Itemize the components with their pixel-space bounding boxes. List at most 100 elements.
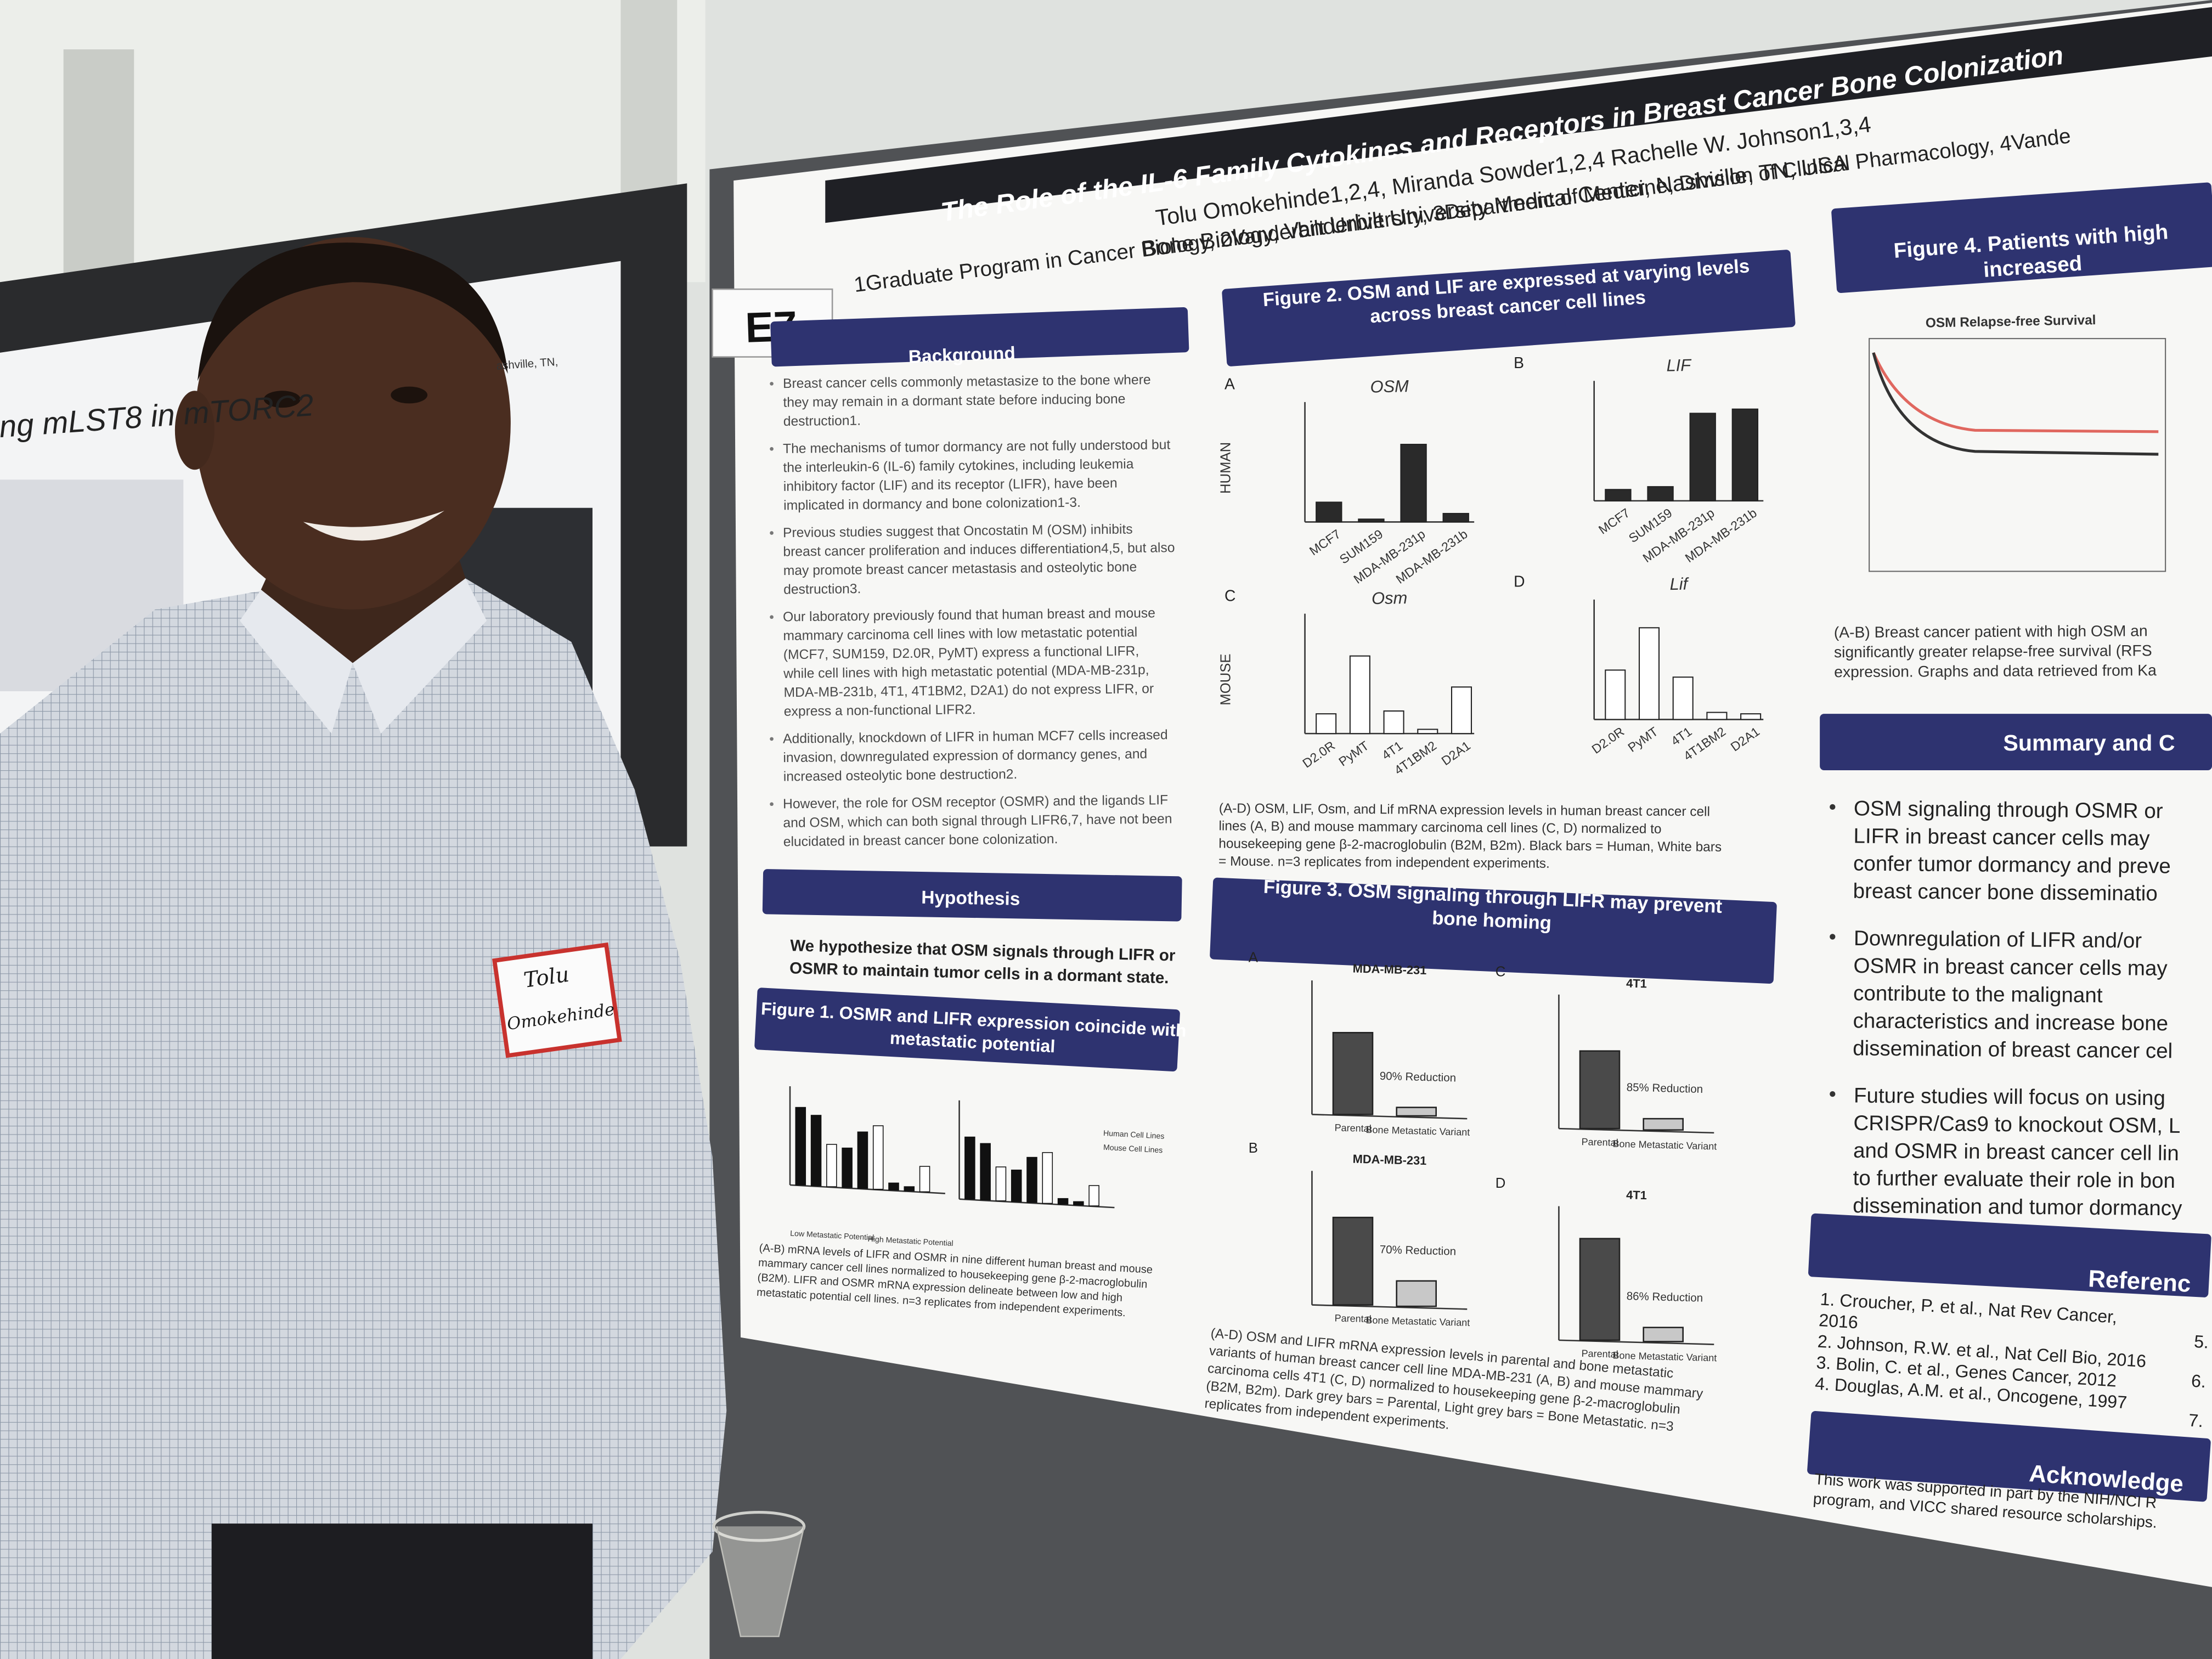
trousers <box>211 1523 592 1659</box>
text: OSMR in breast cancer cells may <box>1853 954 2168 980</box>
text: 6. <box>2191 1371 2207 1392</box>
pillar <box>620 0 678 198</box>
text: Parental <box>1581 1136 1618 1148</box>
bar-picture <box>1349 655 1370 735</box>
text: characteristics and increase bone <box>1853 1009 2168 1035</box>
bar-picture <box>795 1107 806 1186</box>
poster-header-band <box>825 7 2212 223</box>
bar-picture <box>1358 518 1385 523</box>
bar-picture <box>1451 686 1472 735</box>
bar-picture <box>980 1143 991 1201</box>
bar-picture <box>1042 1152 1053 1204</box>
text: Bone Metastatic Variant <box>1612 1138 1717 1152</box>
text: implicated in dormancy and bone coloniza… <box>783 495 1081 514</box>
bullet <box>1830 934 1836 940</box>
bar-picture <box>1400 443 1427 523</box>
collar <box>352 578 487 734</box>
hair <box>198 242 508 381</box>
text: inhibitory factor (LIF) and its receptor… <box>783 476 1118 494</box>
bullet <box>770 531 774 535</box>
text: D <box>1514 573 1525 590</box>
bar-picture <box>1605 489 1632 501</box>
cup <box>716 1526 805 1638</box>
bar-picture <box>1383 710 1404 735</box>
text: 90% Reduction <box>1379 1070 1456 1085</box>
text: (MCF7, SUM159, D2.0R, PyMT) express a fu… <box>783 644 1139 663</box>
eye <box>391 386 428 404</box>
text: destruction1. <box>783 414 861 429</box>
text: D <box>1496 1176 1506 1191</box>
text: B <box>1249 1141 1258 1156</box>
bar-picture <box>995 1166 1007 1201</box>
ear <box>174 391 215 470</box>
bullet <box>1830 1091 1836 1097</box>
bar-picture <box>826 1144 837 1187</box>
bar-picture <box>1057 1198 1069 1205</box>
bullet <box>770 615 774 619</box>
bar-picture <box>1605 669 1626 720</box>
section-band <box>1820 714 2212 770</box>
text: Bone Metastatic Variant <box>1612 1350 1717 1363</box>
bar-picture <box>1672 676 1694 720</box>
text: contribute to the malignant <box>1853 981 2103 1007</box>
text: Downregulation of LIFR and/or <box>1854 927 2142 953</box>
section-heading: Background <box>908 343 1015 368</box>
bullet <box>770 382 774 386</box>
shirt <box>0 578 727 1659</box>
axis <box>789 1184 945 1194</box>
text: Lif <box>1669 574 1690 594</box>
section-band <box>754 988 1180 1071</box>
text: Parental <box>1581 1348 1618 1360</box>
text: A <box>1249 950 1259 966</box>
bar-picture <box>1316 501 1342 523</box>
text: (A-D) OSM, LIF, Osm, and Lif mRNA expres… <box>1219 801 1710 819</box>
text: significantly greater relapse-free survi… <box>1834 641 2152 661</box>
text: (A-B) Breast cancer patient with high OS… <box>1834 622 2148 641</box>
section-band <box>1831 182 2212 293</box>
bar-picture <box>1088 1185 1099 1206</box>
bar-picture <box>842 1147 853 1188</box>
text: 86% Reduction <box>1626 1290 1703 1305</box>
text: destruction3. <box>783 582 861 597</box>
text: OSM <box>1370 376 1409 396</box>
text: express a non-functional LIFR2. <box>784 702 976 719</box>
text: Low Metastatic Potential <box>790 1229 874 1242</box>
bar-picture <box>1579 1238 1621 1341</box>
text: dissemination and tumor dormancy <box>1853 1194 2182 1220</box>
pillar <box>63 49 134 283</box>
text: 70% Reduction <box>1379 1243 1456 1258</box>
bar-picture <box>1417 729 1438 735</box>
bar-picture <box>888 1182 899 1191</box>
text: 4T1 <box>1626 1188 1647 1202</box>
smile <box>303 510 444 541</box>
bar-picture <box>1706 712 1728 720</box>
bar-picture <box>1731 408 1759 501</box>
text: increased osteolytic bone destruction2. <box>783 767 1018 784</box>
text: B <box>1514 354 1524 371</box>
text: the interleukin-6 (IL-6) family cytokine… <box>783 457 1134 476</box>
text: Mouse Cell Lines <box>1103 1143 1163 1155</box>
poster <box>733 3 2212 1587</box>
text: MDA-MB-231 <box>1352 962 1426 978</box>
row-label: HUMAN <box>1218 442 1233 494</box>
section-band <box>1210 877 1777 984</box>
bar-picture <box>1689 413 1716 501</box>
bar-picture <box>964 1136 975 1200</box>
text: confer tumor dormancy and preve <box>1853 852 2171 878</box>
bullet <box>770 802 774 806</box>
text: dissemination of breast cancer cel <box>1853 1036 2172 1063</box>
bar-picture <box>1011 1169 1022 1203</box>
text: elucidated in breast cancer bone coloniz… <box>783 832 1058 849</box>
text: 5. <box>2193 1331 2209 1352</box>
bullet <box>770 447 774 451</box>
curve-picture <box>1872 352 2159 456</box>
bullet <box>1830 804 1836 810</box>
text: breast cancer bone disseminatio <box>1853 879 2158 906</box>
text: to further evaluate their role in bon <box>1853 1166 2175 1193</box>
text: 85% Reduction <box>1626 1081 1703 1096</box>
text: MDA-MB-231 <box>1352 1152 1426 1168</box>
bullet <box>770 737 774 741</box>
bar-picture <box>1647 486 1674 501</box>
text: Bone Metastatic Variant <box>1365 1314 1470 1328</box>
